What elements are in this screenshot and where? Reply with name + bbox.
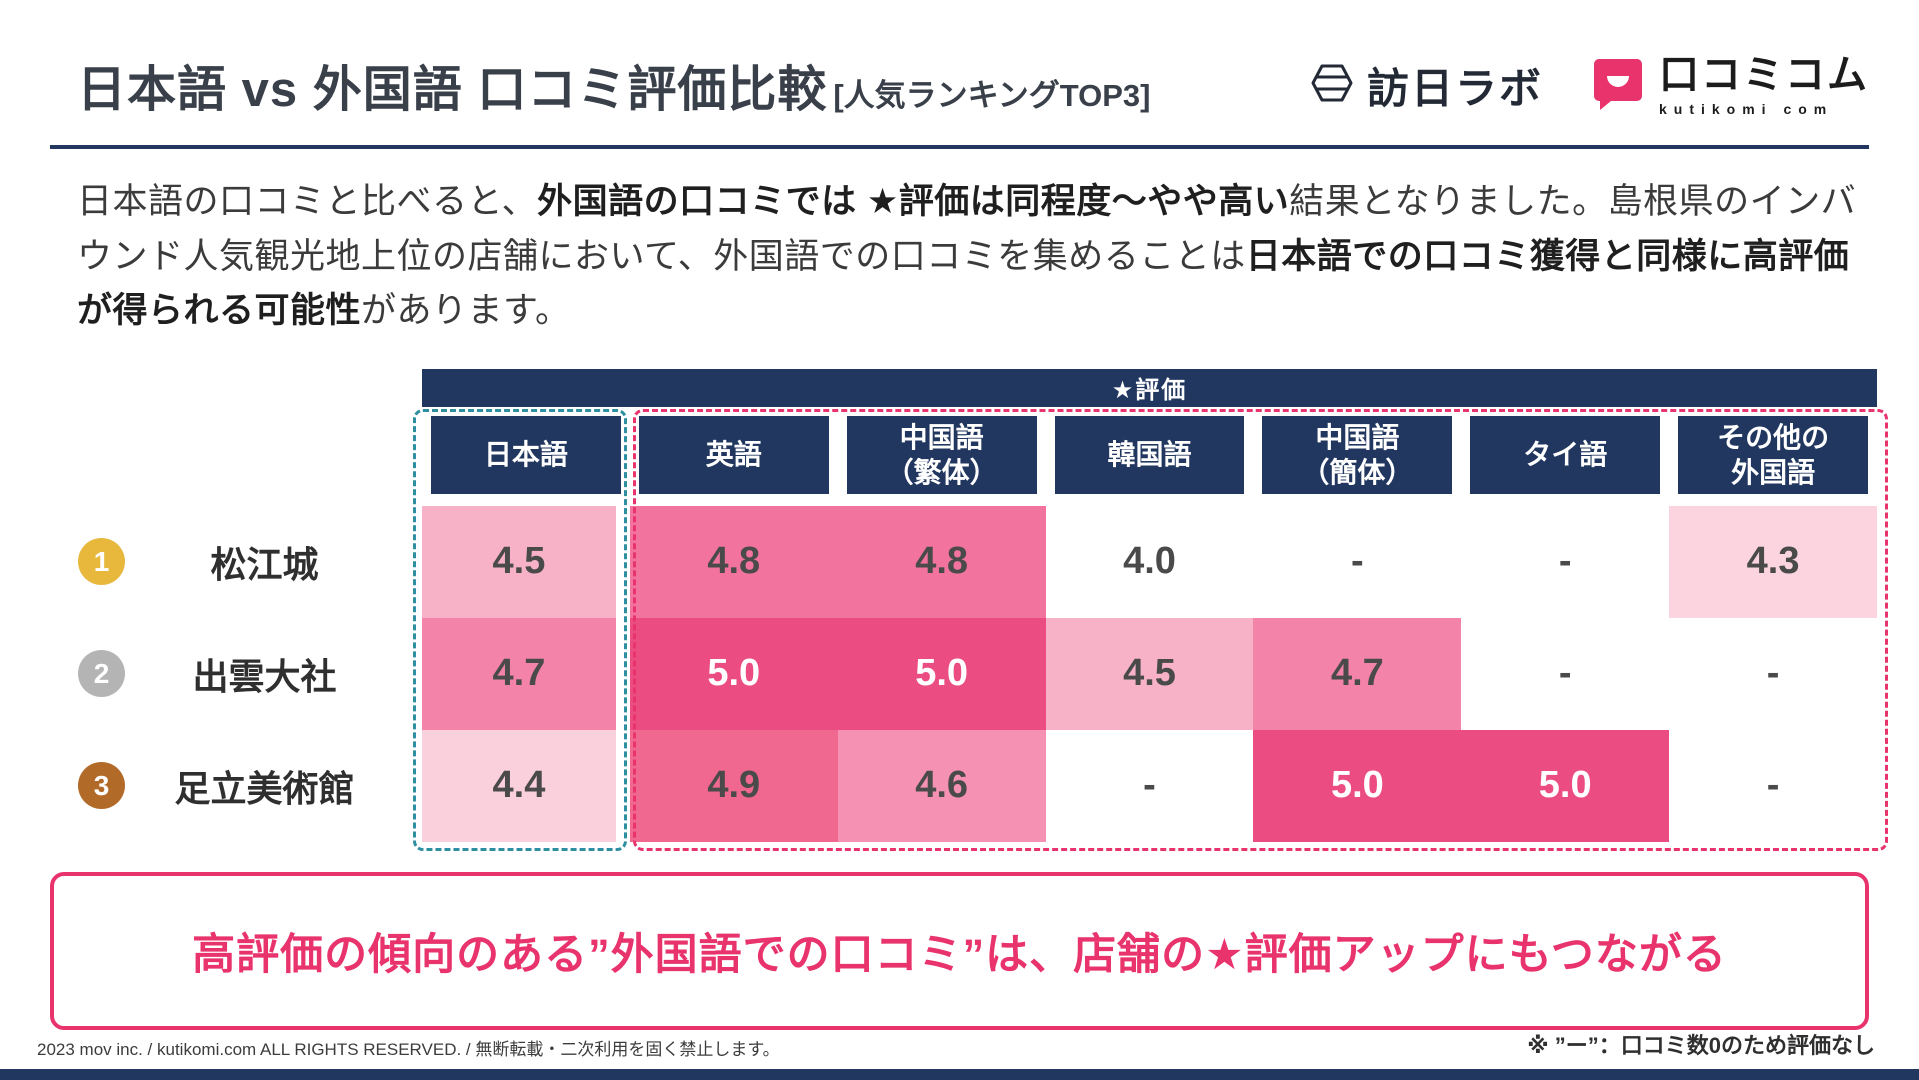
kutikomi-logo-subtext: kutikomi com — [1659, 101, 1834, 117]
intro-segment: があります。 — [361, 291, 571, 331]
rating-cell: 4.5 — [422, 505, 616, 618]
footer-copyright: 2023 mov inc. / kutikomi.com ALL RIGHTS … — [37, 1040, 780, 1059]
bottom-bar — [0, 1069, 1919, 1080]
intro-segment: 結果となりました。島根県のインバウンド人気観光地上位の店舗において、外国語での口… — [77, 182, 1857, 276]
kutikomi-logo-texts: 口コミコム kutikomi com — [1659, 55, 1869, 116]
rating-cell: - — [1461, 505, 1670, 618]
place-name: 足立美術館 — [174, 767, 355, 809]
rating-cell: 4.8 — [837, 505, 1046, 618]
column-header-2: 英語 — [638, 415, 829, 494]
rating-cell: - — [1461, 617, 1670, 730]
footer: 2023 mov inc. / kutikomi.com ALL RIGHTS … — [37, 1028, 1875, 1060]
rank-badge: 3 — [78, 762, 125, 810]
rating-cell: 4.9 — [629, 729, 838, 842]
rank-badge: 2 — [78, 650, 125, 698]
column-header-1: 日本語 — [431, 415, 621, 494]
footnote: ※ ”ー”：口コミ数0のため評価なし — [1527, 1033, 1875, 1058]
column-header-6: タイ語 — [1470, 415, 1661, 494]
rating-cell: - — [1669, 729, 1877, 842]
rating-table-section: 1 松江城 2 出雲大社 3 足立美術館 ★評価 日本語 英語 中国語 （繁体） 韓国語 中国語 … — [0, 368, 1919, 851]
rating-cell: 4.6 — [837, 729, 1046, 842]
rating-cell: 4.0 — [1045, 505, 1254, 618]
column-header-5: 中国語 （簡体） — [1262, 415, 1453, 494]
column-header-3: 中国語 （繁体） — [846, 415, 1037, 494]
rating-cell: 4.5 — [1045, 617, 1254, 730]
place-name: 出雲大社 — [192, 655, 337, 697]
intro-bold-segment: 日本語での口コミ獲得と同様に高評価が得られる可能性 — [77, 236, 1850, 331]
kutikomi-logo: 口コミコム kutikomi com — [1591, 55, 1869, 116]
rating-cell: - — [1045, 729, 1254, 842]
rating-cell: - — [1253, 505, 1462, 618]
row-label: 2 出雲大社 — [50, 618, 422, 730]
hounichi-lab-logo-text: 訪日ラボ — [1366, 65, 1543, 112]
rating-cell: 4.7 — [422, 617, 616, 730]
rating-grid: 4.5 4.8 4.8 4.0- -4.3 4.7 5.0 5.0 4.5 4.7- -4.4 4.9… — [422, 505, 1877, 842]
rating-cell: 4.7 — [1253, 617, 1462, 730]
rank-badge: 1 — [78, 538, 125, 586]
row-labels: 1 松江城 2 出雲大社 3 足立美術館 — [50, 369, 422, 842]
rating-table: ★評価 日本語 英語 中国語 （繁体） 韓国語 中国語 （簡体） タイ語 その他の 外国語 … — [413, 368, 1888, 851]
page-subtitle: [人気ランキングTOP3] — [833, 78, 1151, 113]
column-headers: 日本語 英語 中国語 （繁体） 韓国語 中国語 （簡体） タイ語 その他の 外国語 — [422, 415, 1877, 494]
column-header-7: その他の 外国語 — [1678, 415, 1868, 494]
rating-cell: 5.0 — [1253, 729, 1462, 842]
intro-bold-segment: 外国語の口コミでは ★評価は同程度～やや高い — [537, 182, 1290, 221]
kutikomi-logo-text: 口コミコム — [1659, 53, 1869, 97]
callout-text: 高評価の傾向のある”外国語での口コミ”は、店舗の★評価アップにもつながる — [192, 930, 1727, 979]
rating-cell: 5.0 — [837, 617, 1046, 730]
column-header-4: 韓国語 — [1054, 415, 1245, 494]
row-label: 1 松江城 — [50, 506, 422, 618]
rating-cell: 4.4 — [422, 729, 616, 842]
rating-cell: 5.0 — [1461, 729, 1670, 842]
lantern-icon — [1309, 60, 1355, 111]
page-title: 日本語 vs 外国語 口コミ評価比較 — [77, 63, 828, 117]
logos: 訪日ラボ 口コミコム kutikomi com — [1309, 55, 1869, 116]
rating-header: ★評価 — [422, 368, 1877, 407]
callout-box: 高評価の傾向のある”外国語での口コミ”は、店舗の★評価アップにもつながる — [50, 871, 1869, 1030]
title-divider — [50, 145, 1869, 149]
intro-paragraph: 日本語の口コミと比べると、外国語の口コミでは ★評価は同程度～やや高い結果となり… — [77, 175, 1859, 339]
place-name: 松江城 — [210, 543, 319, 585]
hounichi-lab-logo: 訪日ラボ — [1309, 55, 1543, 116]
rating-cell: - — [1669, 617, 1877, 730]
rating-cell: 4.3 — [1669, 505, 1877, 618]
title-wrap: 日本語 vs 外国語 口コミ評価比較 [人気ランキングTOP3] — [77, 50, 1150, 121]
rating-cell: 4.8 — [629, 505, 838, 618]
rating-cell: 5.0 — [629, 617, 838, 730]
intro-segment: 日本語の口コミと比べると、 — [77, 182, 538, 221]
row-label: 3 足立美術館 — [50, 730, 422, 842]
speech-bubble-icon — [1591, 56, 1645, 115]
header: 日本語 vs 外国語 口コミ評価比較 [人気ランキングTOP3] 訪日ラボ — [0, 0, 1919, 121]
